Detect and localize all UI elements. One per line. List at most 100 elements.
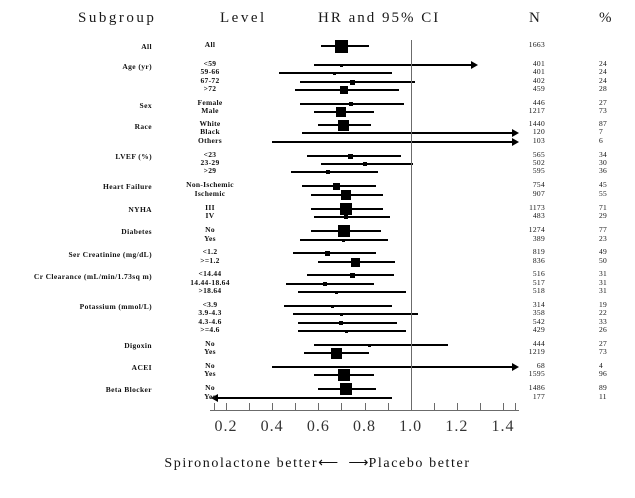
effect-size-box — [325, 250, 331, 256]
footer-right-text: Placebo better — [368, 456, 471, 471]
percent-value: 73 — [599, 347, 608, 356]
axis-tick — [514, 403, 516, 411]
level-label: <3.9 — [202, 300, 218, 309]
effect-size-box — [337, 369, 350, 381]
ci-line — [292, 252, 377, 254]
reference-line-hr-1 — [410, 40, 412, 408]
level-label: No — [205, 225, 215, 234]
percent-value: 4 — [599, 361, 604, 370]
subgroup-label: Potassium (mmol/L) — [79, 302, 152, 311]
subgroup-label: Cr Clearance (mL/min/1.73sq m) — [33, 272, 152, 281]
axis-tick — [387, 403, 389, 411]
n-value: 565 — [532, 150, 545, 159]
level-label: Non-Ischemic — [186, 180, 234, 189]
axis-tick — [295, 403, 297, 411]
effect-size-box — [350, 79, 356, 85]
n-value: 444 — [532, 339, 545, 348]
effect-size-box — [345, 132, 348, 134]
percent-value: 31 — [599, 269, 608, 278]
percent-value: 28 — [599, 84, 608, 93]
subgroup-label: Heart Failure — [102, 182, 152, 191]
footer-left-text: Spironolactone better — [164, 456, 319, 471]
axis-tick — [433, 403, 435, 411]
axis-tick — [272, 403, 274, 411]
subgroup-label: Sex — [139, 101, 152, 110]
subgroup-label: Race — [134, 122, 152, 131]
column-header-level: Level — [220, 10, 267, 26]
axis-tick — [456, 403, 458, 411]
subgroup-label: Age (yr) — [122, 62, 152, 71]
effect-size-box — [350, 257, 360, 267]
n-value: 516 — [532, 269, 545, 278]
level-label: 3.9-4.3 — [198, 308, 222, 317]
level-label: Yes — [204, 234, 216, 243]
level-label: >72 — [203, 84, 217, 93]
ci-arrow-right-icon — [470, 61, 478, 69]
level-label: Ischemic — [194, 189, 226, 198]
percent-value: 11 — [599, 392, 607, 401]
percent-value: 96 — [599, 369, 608, 378]
percent-value: 36 — [599, 166, 608, 175]
level-label: III — [205, 203, 215, 212]
axis-tick — [410, 403, 412, 411]
percent-value: 45 — [599, 180, 608, 189]
level-label: >=1.2 — [200, 256, 220, 265]
percent-value: 55 — [599, 189, 608, 198]
n-value: 502 — [532, 158, 545, 167]
n-value: 1595 — [528, 369, 545, 378]
left-arrow-icon: ⟵ — [318, 456, 339, 471]
effect-size-box — [344, 329, 348, 333]
n-value: 754 — [532, 180, 545, 189]
n-value: 1440 — [528, 119, 545, 128]
ci-line — [320, 163, 413, 165]
axis-tick-label: 1.0 — [399, 418, 423, 435]
percent-value: 73 — [599, 106, 608, 115]
column-header-hr-ci: HR and 95% CI — [318, 10, 441, 26]
effect-size-box — [331, 347, 343, 359]
effect-size-box — [358, 366, 361, 368]
n-value: 120 — [532, 127, 545, 136]
level-label: Others — [198, 136, 222, 145]
effect-size-box — [339, 86, 348, 94]
effect-size-box — [348, 153, 354, 159]
level-label: Yes — [204, 369, 216, 378]
percent-value: 71 — [599, 203, 608, 212]
level-label: IV — [205, 211, 215, 220]
effect-size-box — [335, 290, 339, 294]
percent-value: 27 — [599, 339, 608, 348]
subgroup-label: ACEI — [131, 363, 152, 372]
subgroup-label: NYHA — [128, 205, 152, 214]
effect-size-box — [336, 107, 347, 117]
subgroup-label: All — [141, 42, 152, 51]
axis-tick-label: 0.4 — [260, 418, 284, 435]
percent-value: 24 — [599, 67, 608, 76]
level-label: <59 — [203, 59, 217, 68]
ci-line — [313, 64, 471, 66]
n-value: 402 — [532, 76, 545, 85]
axis-tick — [503, 403, 504, 411]
percent-value: 6 — [599, 136, 604, 145]
ci-line — [297, 291, 407, 293]
n-value: 595 — [532, 166, 545, 175]
ci-line — [299, 81, 416, 83]
n-value: 1219 — [528, 347, 545, 356]
axis-tick — [318, 403, 320, 411]
level-label: All — [204, 40, 216, 49]
effect-size-box — [337, 225, 350, 237]
effect-size-box — [334, 39, 348, 53]
n-value: 429 — [532, 325, 545, 334]
effect-size-box — [342, 238, 346, 242]
effect-size-box — [350, 272, 356, 278]
ci-line — [286, 283, 374, 285]
percent-value: 31 — [599, 278, 608, 287]
effect-size-box — [332, 71, 336, 75]
effect-size-box — [330, 304, 334, 308]
percent-value: 19 — [599, 300, 608, 309]
ci-line — [302, 132, 512, 134]
level-label: White — [199, 119, 221, 128]
ci-line — [283, 305, 393, 307]
percent-value: 30 — [599, 158, 608, 167]
effect-size-box — [367, 343, 371, 347]
axis-tick — [341, 403, 343, 411]
level-label: >=4.6 — [200, 325, 220, 334]
